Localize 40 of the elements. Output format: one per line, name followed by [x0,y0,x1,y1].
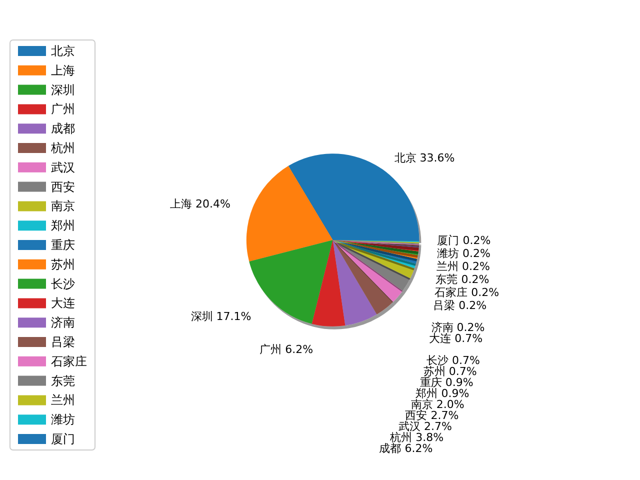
category-label: 石家庄 0.2% [434,286,500,300]
legend-label: 重庆 [51,238,75,252]
legend-label: 杭州 [50,141,75,155]
category-label: 吕梁 0.2% [433,299,487,312]
category-label: 广州 6.2% [260,343,314,356]
category-label: 长沙 0.7% [426,354,480,368]
legend-label: 北京 [51,44,75,58]
category-label: 济南 0.2% [431,321,485,334]
category-label: 大连 0.7% [429,332,483,346]
category-label: 重庆 0.9% [420,376,474,390]
category-label: 潍坊 0.2% [437,247,490,260]
legend-label: 东莞 [51,374,75,388]
legend-label: 石家庄 [51,354,87,368]
legend-label: 兰州 [51,393,75,408]
legend-label: 吕梁 [51,335,75,349]
legend-label: 长沙 [51,276,75,291]
legend-label: 成都 [51,122,75,136]
category-label: 上海 20.4% [170,198,230,211]
category-label: 西安 2.7% [405,409,459,422]
legend-label: 苏州 [51,257,75,272]
legend-label: 广州 [51,102,75,116]
category-label: 成都 6.2% [379,442,433,456]
category-label: 东莞 0.2% [436,273,490,286]
category-label: 兰州 0.2% [436,260,490,274]
legend-label: 深圳 [51,82,75,97]
legend-label: 大连 [51,296,75,310]
legend-label: 南京 [51,199,75,214]
legend-label: 西安 [51,180,75,194]
category-label: 深圳 17.1% [190,310,252,324]
legend-label: 厦门 [51,432,75,446]
legend-label: 郑州 [51,218,75,233]
legend-label: 上海 [51,63,75,78]
category-label: 北京 33.6% [394,151,455,164]
legend-label: 济南 [51,316,75,330]
category-label: 杭州 3.8% [390,431,444,444]
category-label: 武汉 2.7% [398,420,452,434]
category-label: 郑州 0.9% [416,387,470,400]
legend-label: 武汉 [51,160,75,174]
category-label: 厦门 0.2% [437,234,491,248]
legend-label: 潍坊 [51,412,75,427]
